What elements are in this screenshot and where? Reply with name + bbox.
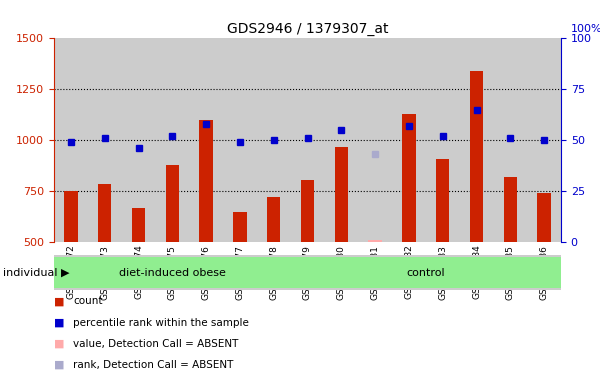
Bar xyxy=(54,257,290,288)
Bar xyxy=(122,38,155,242)
Bar xyxy=(358,38,392,242)
Bar xyxy=(64,191,77,242)
Bar xyxy=(402,114,416,242)
Text: ■: ■ xyxy=(54,339,65,349)
Bar xyxy=(257,38,290,242)
Bar xyxy=(301,180,314,242)
Bar xyxy=(122,255,155,290)
Bar xyxy=(267,197,280,242)
Bar xyxy=(88,255,122,290)
Bar xyxy=(426,255,460,290)
Bar xyxy=(189,38,223,242)
Bar xyxy=(325,38,358,242)
Bar xyxy=(460,255,493,290)
Bar xyxy=(88,38,122,242)
Bar xyxy=(132,209,145,242)
Text: control: control xyxy=(406,268,445,278)
Bar xyxy=(199,120,213,242)
Bar xyxy=(155,255,189,290)
Text: ■: ■ xyxy=(54,296,65,306)
Text: ■: ■ xyxy=(54,360,65,370)
Bar xyxy=(166,165,179,242)
Bar xyxy=(290,255,325,290)
Bar xyxy=(98,184,112,242)
Bar xyxy=(392,38,426,242)
Bar xyxy=(325,255,358,290)
Bar xyxy=(54,38,88,242)
Bar xyxy=(155,38,189,242)
Text: diet-induced obese: diet-induced obese xyxy=(119,268,226,278)
Bar xyxy=(233,212,247,242)
Bar xyxy=(426,38,460,242)
Text: rank, Detection Call = ABSENT: rank, Detection Call = ABSENT xyxy=(73,360,233,370)
Bar xyxy=(493,38,527,242)
Bar xyxy=(493,255,527,290)
Text: count: count xyxy=(73,296,103,306)
Bar xyxy=(436,159,449,242)
Bar xyxy=(223,255,257,290)
Bar xyxy=(290,38,325,242)
Text: value, Detection Call = ABSENT: value, Detection Call = ABSENT xyxy=(73,339,239,349)
Bar xyxy=(189,255,223,290)
Text: ■: ■ xyxy=(54,318,65,328)
Text: individual ▶: individual ▶ xyxy=(3,268,70,278)
Bar xyxy=(460,38,493,242)
Bar xyxy=(527,255,561,290)
Bar xyxy=(54,255,88,290)
Bar xyxy=(392,255,426,290)
Text: percentile rank within the sample: percentile rank within the sample xyxy=(73,318,249,328)
Bar xyxy=(538,193,551,242)
Bar xyxy=(470,71,483,242)
Y-axis label: 100%: 100% xyxy=(571,24,600,34)
Bar xyxy=(527,38,561,242)
Bar xyxy=(257,255,290,290)
Bar xyxy=(223,38,257,242)
Bar xyxy=(368,240,382,242)
Bar xyxy=(335,147,348,242)
Title: GDS2946 / 1379307_at: GDS2946 / 1379307_at xyxy=(227,22,388,36)
Bar xyxy=(503,177,517,242)
Bar xyxy=(290,257,561,288)
Bar xyxy=(358,255,392,290)
